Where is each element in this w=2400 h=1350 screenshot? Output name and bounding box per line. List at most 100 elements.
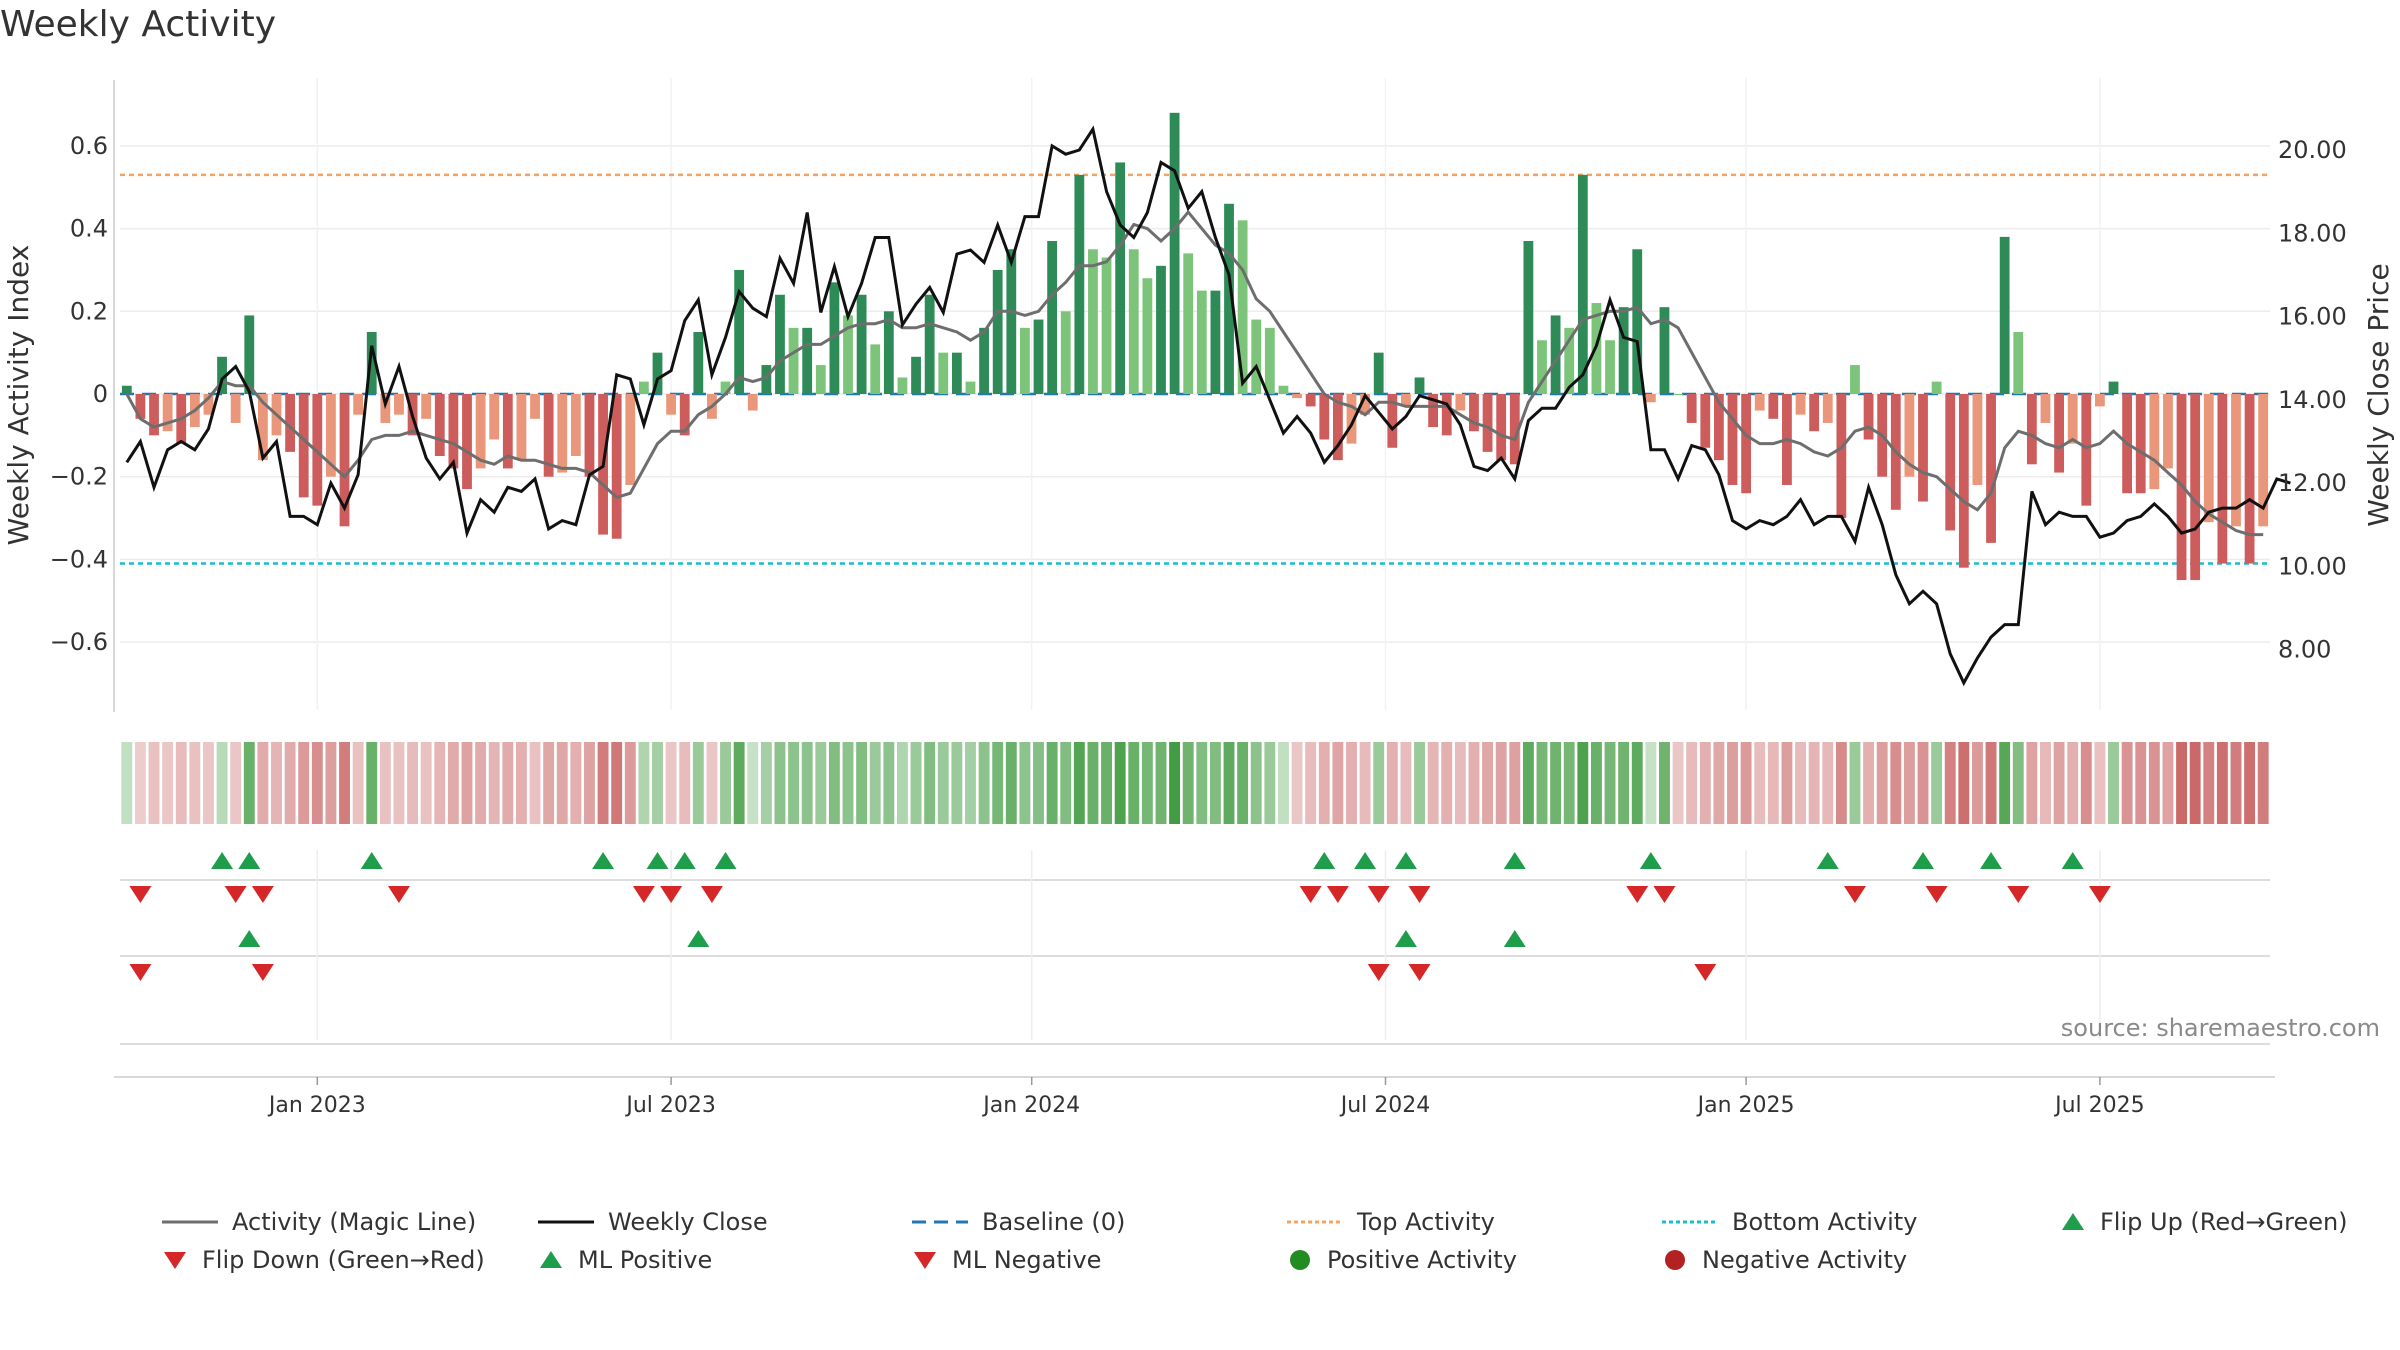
activity-bars	[121, 112, 2269, 581]
heat-cell	[230, 742, 242, 824]
heat-cell	[1890, 742, 1902, 824]
heat-cell	[243, 742, 255, 824]
activity-bar	[1074, 174, 1085, 394]
x-tick-label: Jan 2024	[981, 1093, 1080, 1118]
y2-axis-label: Weekly Close Price	[2362, 263, 2395, 526]
activity-bar	[1455, 394, 1466, 411]
activity-bar	[802, 327, 813, 394]
activity-bar	[938, 352, 949, 394]
heat-cell	[1033, 742, 1044, 824]
activity-bar	[1033, 319, 1044, 394]
heat-cell	[1985, 742, 1997, 824]
heat-cell	[760, 742, 772, 824]
flip-down-marker	[1326, 886, 1349, 903]
activity-bar	[1741, 394, 1752, 494]
activity-bar	[1958, 394, 1969, 568]
activity-bar	[121, 385, 132, 394]
activity-bar	[1605, 340, 1615, 394]
flip-up-marker	[211, 852, 234, 869]
heat-cell	[352, 742, 364, 824]
heat-cell	[134, 742, 146, 824]
heat-cell	[2040, 742, 2051, 824]
flip-up-marker	[1354, 852, 1377, 869]
heat-cell	[1114, 742, 1126, 824]
legend-item: Bottom Activity	[1660, 1205, 1917, 1239]
activity-bar	[2013, 331, 2024, 394]
flip-up-marker	[673, 852, 696, 869]
activity-bar	[1006, 249, 1017, 394]
y2-tick-label: 16.00	[2278, 303, 2347, 331]
activity-bar	[462, 394, 472, 490]
activity-bar	[1237, 220, 1248, 394]
activity-bar	[502, 394, 513, 469]
activity-bar	[2135, 394, 2146, 494]
activity-bar	[1292, 394, 1302, 399]
activity-bar	[2190, 394, 2201, 581]
y-tick-label: 0.2	[70, 297, 108, 325]
heat-cell	[2135, 742, 2147, 824]
heat-cell	[1073, 742, 1085, 824]
heat-cell	[1019, 742, 1031, 824]
flip-down-marker	[1843, 886, 1866, 903]
activity-bar	[1537, 340, 1547, 394]
activity-bar	[788, 327, 799, 394]
heat-cell	[1659, 742, 1670, 824]
heat-cell	[2080, 742, 2092, 824]
heat-cell	[692, 742, 704, 824]
legend-label: Activity (Magic Line)	[232, 1208, 477, 1236]
heat-cell	[2148, 742, 2160, 824]
activity-bar	[1278, 385, 1289, 394]
heat-cell	[271, 742, 282, 824]
flip-down-marker	[2007, 886, 2030, 903]
heat-cell	[1101, 742, 1112, 824]
ml-positive-marker	[687, 930, 710, 947]
legend-swatch	[1290, 1250, 1310, 1270]
legend-swatch	[1665, 1250, 1685, 1270]
flip-down-marker	[1925, 886, 1948, 903]
heat-cell	[529, 742, 541, 824]
activity-bar	[1496, 394, 1507, 461]
activity-bar	[1713, 394, 1724, 461]
heat-cell	[992, 742, 1004, 824]
activity-bar	[1822, 394, 1833, 423]
x-tick-label: Jul 2023	[624, 1093, 716, 1118]
heat-cell	[1482, 742, 1494, 824]
legend-label: Flip Up (Red→Green)	[2100, 1208, 2348, 1236]
activity-bar	[1632, 249, 1643, 394]
heat-cell	[1427, 742, 1439, 824]
flip-down-marker	[129, 886, 152, 903]
heat-cell	[1876, 742, 1888, 824]
flip-up-marker	[1912, 852, 1935, 869]
heat-cell	[733, 742, 745, 824]
ml-negative-marker	[1408, 964, 1431, 981]
heat-cell	[1141, 742, 1153, 824]
activity-bar	[1428, 394, 1439, 428]
ml-positive-marker	[1394, 930, 1417, 947]
y-tick-label: 0.4	[70, 215, 108, 243]
legend: Activity (Magic Line) Weekly Close Baselin…	[160, 1205, 2400, 1285]
heat-cell	[1795, 742, 1806, 824]
activity-bar	[911, 356, 921, 394]
heat-cell	[366, 742, 378, 824]
legend-item: Positive Activity	[1285, 1243, 1517, 1277]
heat-cell	[1060, 742, 1072, 824]
flip-down-marker	[1299, 886, 1322, 903]
legend-label: Positive Activity	[1327, 1246, 1517, 1274]
activity-bar	[2163, 394, 2173, 469]
heat-cell	[298, 742, 310, 824]
heat-cell	[1128, 742, 1140, 824]
activity-bar	[679, 394, 690, 436]
activity-bar	[2067, 394, 2078, 444]
heat-cell	[2244, 742, 2256, 824]
activity-bar	[2081, 394, 2092, 506]
activity-bar	[1618, 307, 1629, 394]
activity-bar	[979, 327, 989, 394]
heat-cell	[1822, 742, 1834, 824]
activity-bar	[2217, 394, 2228, 564]
activity-bar	[2040, 394, 2051, 423]
legend-item: Negative Activity	[1660, 1243, 1907, 1277]
heat-cell	[1209, 742, 1221, 824]
heat-cell	[2108, 742, 2119, 824]
activity-bar	[1128, 249, 1139, 394]
activity-bar	[1305, 394, 1316, 407]
